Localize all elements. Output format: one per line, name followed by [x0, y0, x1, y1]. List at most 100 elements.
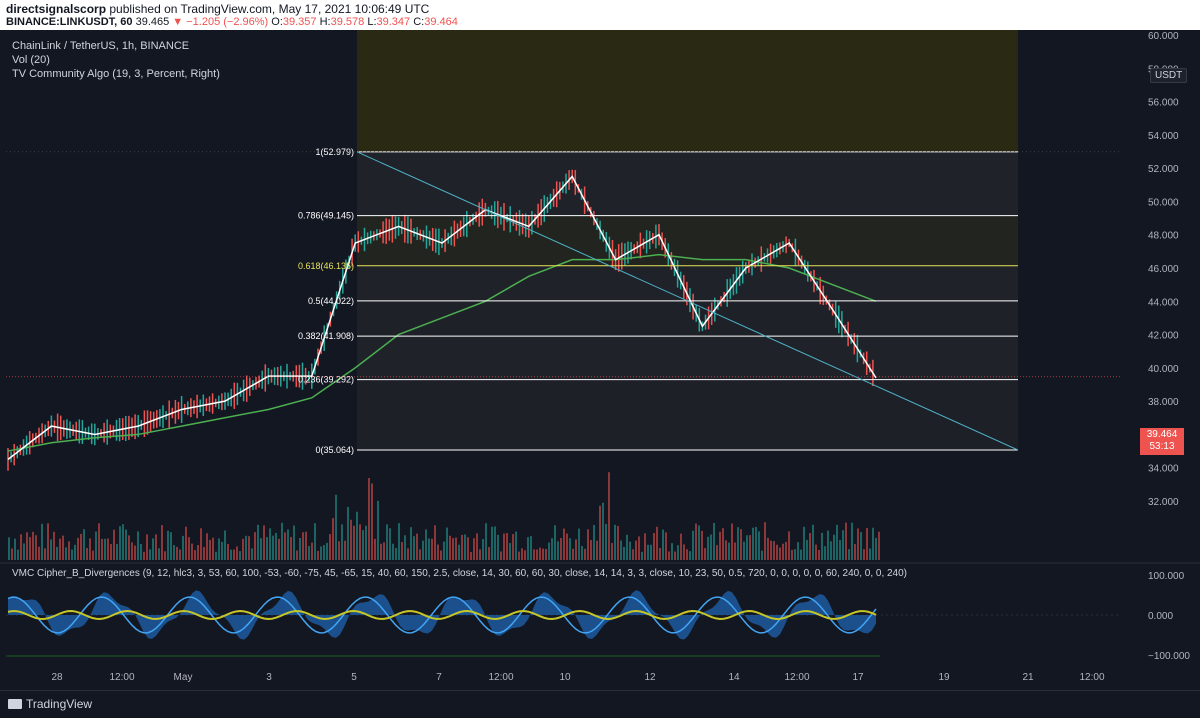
volume-bar — [413, 536, 415, 560]
volume-bar — [44, 548, 46, 560]
volume-bar — [29, 537, 31, 560]
volume-bar — [110, 544, 112, 560]
time-axis-label: 10 — [559, 672, 571, 683]
volume-bar — [773, 541, 775, 560]
volume-bar — [425, 529, 427, 560]
osc-area — [8, 590, 876, 640]
volume-bar — [791, 549, 793, 560]
volume-bar — [836, 524, 838, 560]
volume-bar — [215, 551, 217, 560]
volume-bar — [380, 543, 382, 560]
osc-wave — [7, 596, 877, 634]
volume-bar — [38, 546, 40, 560]
volume-bar — [869, 548, 871, 560]
volume-bar — [179, 549, 181, 560]
volume-bar — [266, 537, 268, 560]
volume-bar — [677, 545, 679, 560]
volume-bar — [53, 531, 55, 560]
volume-bar — [236, 546, 238, 560]
volume-bar — [749, 535, 751, 560]
volume-bar — [407, 548, 409, 560]
volume-bar — [761, 550, 763, 560]
open-label: O: — [271, 16, 283, 28]
legend-cipher[interactable]: VMC Cipher_B_Divergences (9, 12, hlc3, 3… — [12, 568, 908, 579]
price-axis-label: 38.000 — [1148, 397, 1179, 408]
volume-bar — [857, 528, 859, 560]
time-axis-label: 19 — [938, 672, 950, 683]
volume-bar — [137, 531, 139, 560]
volume-bar — [17, 549, 19, 560]
volume-bar — [605, 524, 607, 560]
volume-bar — [242, 538, 244, 560]
volume-bar — [797, 542, 799, 560]
volume-bar — [752, 527, 754, 560]
volume-bar — [554, 525, 556, 560]
volume-bar — [707, 536, 709, 560]
chart-area[interactable]: 1(52.979) 0.786(49.145) 0.618(46.135) 0.5(4… — [0, 30, 1200, 690]
time-axis-label: 14 — [728, 672, 740, 683]
volume-bar — [557, 541, 559, 560]
volume-bar — [458, 544, 460, 560]
volume-bar — [65, 547, 67, 560]
osc-money-flow — [7, 609, 877, 621]
fib-label: 0.5(44.022) — [308, 296, 354, 306]
volume-bar — [548, 542, 550, 560]
volume-bar — [398, 523, 400, 560]
volume-bar — [374, 538, 376, 560]
tradingview-logo[interactable]: TradingView — [8, 697, 92, 711]
volume-bar — [722, 528, 724, 560]
volume-bar — [422, 540, 424, 560]
volume-bar — [461, 534, 463, 560]
ohlc-line: BINANCE:LINKUSDT, 60 39.465 ▼ −1.205 (−2… — [6, 16, 458, 28]
published-text: published on TradingView.com, May 17, 20… — [109, 2, 430, 16]
publisher-name[interactable]: directsignalscorp — [6, 2, 107, 16]
volume-bar — [515, 531, 517, 560]
volume-bar — [725, 540, 727, 560]
currency-badge[interactable]: USDT — [1150, 68, 1188, 83]
volume-bar — [800, 549, 802, 560]
volume-bar — [290, 536, 292, 560]
legend-title[interactable]: ChainLink / TetherUS, 1h, BINANCE — [12, 40, 190, 52]
volume-bar — [563, 528, 565, 560]
volume-bar — [824, 546, 826, 560]
fib-label: 0.236(39.292) — [298, 375, 354, 385]
volume-bar — [467, 537, 469, 560]
volume-bar — [116, 543, 118, 560]
volume-bar — [437, 544, 439, 560]
volume-bar — [587, 529, 589, 560]
volume-bar — [131, 542, 133, 560]
volume-bar — [293, 525, 295, 560]
volume-bar — [353, 525, 355, 560]
volume-bar — [833, 534, 835, 560]
volume-bar — [644, 533, 646, 560]
volume-bar — [731, 523, 733, 560]
volume-bar — [578, 528, 580, 560]
volume-bar — [209, 539, 211, 560]
volume-bar — [512, 534, 514, 560]
trend-line — [356, 151, 1019, 451]
change-value: −1.205 (−2.96%) — [186, 16, 269, 28]
time-axis-label: 3 — [266, 672, 272, 683]
legend-volume[interactable]: Vol (20) — [12, 54, 50, 66]
legend-algo[interactable]: TV Community Algo (19, 3, Percent, Right… — [12, 68, 220, 80]
volume-bar — [389, 528, 391, 560]
volume-bar — [737, 527, 739, 560]
open-value: 39.357 — [282, 16, 317, 28]
volume-bar — [542, 548, 544, 560]
volume-bar — [23, 543, 25, 560]
price-tag-value: 39.464 — [1146, 429, 1178, 440]
time-axis-label: May — [174, 672, 193, 683]
price-chart[interactable]: 1(52.979)0.786(49.145)0.618(46.135)0.5(4… — [0, 30, 1200, 690]
volume-bar — [230, 549, 232, 560]
volume-bar — [641, 551, 643, 560]
volume-bar — [530, 536, 532, 560]
volume-bar — [125, 529, 127, 560]
time-axis-label: 5 — [351, 672, 357, 683]
volume-bar — [419, 549, 421, 560]
volume-bar — [785, 541, 787, 560]
volume-bar — [572, 548, 574, 560]
volume-bar — [518, 551, 520, 560]
volume-bar — [404, 535, 406, 560]
volume-bar — [482, 539, 484, 560]
price-line — [7, 175, 877, 460]
